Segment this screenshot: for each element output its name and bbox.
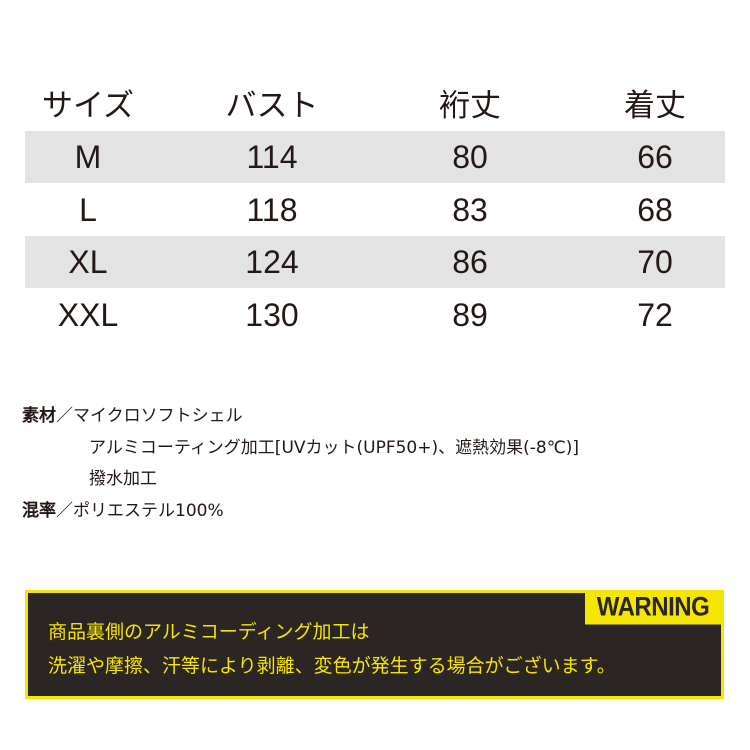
warning-line: 商品裏側のアルミコーディング加工は: [48, 621, 370, 643]
header-size: サイズ: [41, 88, 135, 123]
table-cell: 68: [637, 191, 673, 228]
table-cell: 89: [452, 296, 488, 333]
header-sleeve: 裄丈: [439, 88, 501, 123]
table-cell: 83: [452, 191, 488, 228]
warning-box: WARNING 商品裏側のアルミコーディング加工は 洗濯や摩擦、汗等により剥離、…: [25, 590, 724, 699]
material-line: 撥水加工: [89, 469, 157, 489]
table-cell: 118: [246, 191, 298, 228]
table-header: サイズ バスト 裄丈 着丈: [25, 80, 725, 132]
table-cell: 66: [637, 139, 673, 175]
table-row: XL 124 86 70: [25, 236, 725, 288]
table-cell: L: [79, 191, 97, 228]
table-cell: XXL: [57, 296, 119, 333]
table-row: XXL 130 89 72: [25, 289, 725, 341]
separator: ／: [56, 501, 73, 521]
table-cell: 72: [637, 296, 673, 333]
material-spec: 素材／マイクロソフトシェル: [22, 403, 243, 429]
blend-value: ポリエステル100%: [73, 501, 224, 521]
table-cell: M: [74, 139, 102, 175]
table-cell: 80: [452, 139, 488, 175]
table-row: M 114 80 66: [25, 131, 725, 183]
header-bust: バスト: [225, 88, 319, 123]
table-cell: 86: [452, 244, 488, 280]
material-line: アルミコーティング加工[UVカット(UPF50+)、遮熱効果(-8℃)]: [89, 438, 580, 458]
material-line: マイクロソフトシェル: [73, 406, 243, 426]
separator: ／: [56, 406, 73, 426]
table-row: L 118 83 68: [25, 184, 725, 236]
warning-tag: WARNING: [585, 591, 721, 625]
table-cell: 124: [245, 244, 299, 280]
table-cell: 70: [637, 244, 673, 280]
table-cell: 130: [245, 296, 299, 333]
table-cell: 114: [246, 139, 298, 175]
blend-label: 混率: [22, 501, 56, 521]
header-length: 着丈: [624, 88, 686, 123]
material-label: 素材: [22, 406, 56, 426]
warning-line: 洗濯や摩擦、汗等により剥離、変色が発生する場合がございます。: [48, 655, 616, 677]
blend-spec: 混率／ポリエステル100%: [22, 498, 224, 524]
table-cell: XL: [68, 244, 108, 280]
